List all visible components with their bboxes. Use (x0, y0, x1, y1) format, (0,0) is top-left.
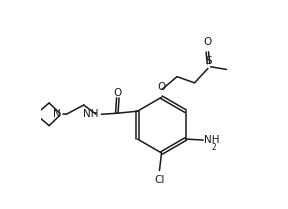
Text: NH: NH (204, 135, 220, 145)
Text: S: S (206, 56, 212, 66)
Text: O: O (203, 37, 211, 47)
Text: 2: 2 (211, 143, 216, 152)
Text: O: O (158, 82, 166, 92)
Text: N: N (53, 109, 61, 119)
Text: O: O (114, 88, 122, 98)
Text: NH: NH (83, 109, 99, 119)
Text: Cl: Cl (154, 175, 165, 185)
